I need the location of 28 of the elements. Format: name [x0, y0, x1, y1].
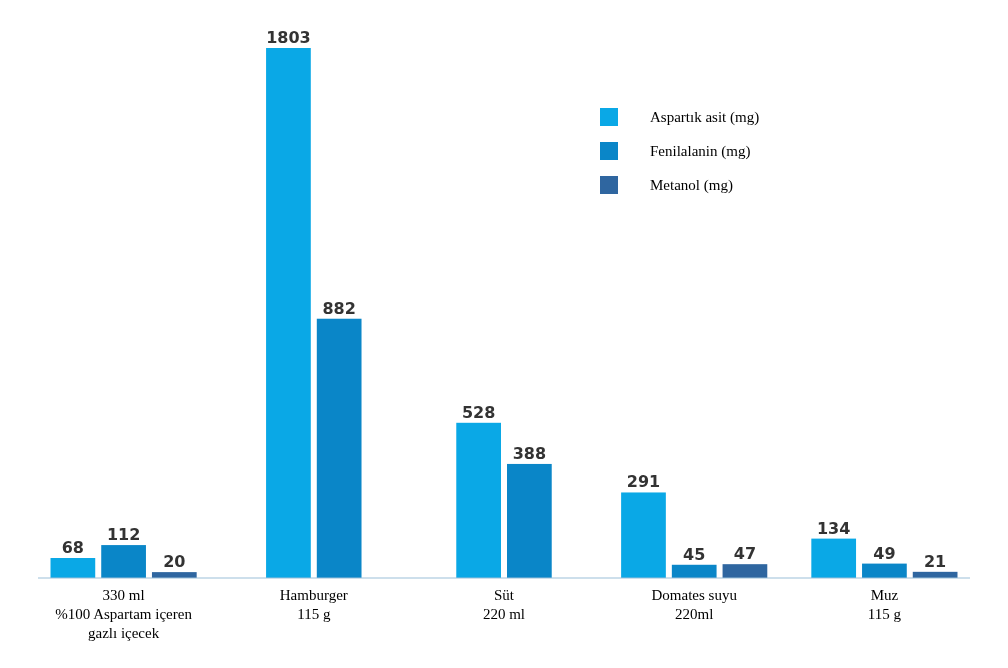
data-label: 134	[816, 518, 851, 538]
bar	[101, 545, 146, 578]
data-label: 528	[461, 402, 496, 422]
legend-label: Aspartık asit (mg)	[650, 109, 760, 126]
data-label: 47	[733, 544, 757, 564]
bar	[722, 564, 768, 578]
data-label: 68	[61, 538, 84, 558]
legend-label: Metanol (mg)	[650, 177, 733, 194]
data-label: 20	[163, 552, 186, 572]
x-tick-label: Süt 220 ml	[482, 587, 526, 622]
data-label: 291	[626, 472, 661, 492]
data-label: 45	[683, 544, 706, 564]
data-label: 21	[924, 551, 947, 571]
data-label: 49	[873, 543, 896, 563]
x-tick-label: Muz 115 g	[867, 587, 902, 622]
data-label: 1803	[266, 28, 311, 47]
data-label: 112	[106, 525, 141, 545]
bar	[671, 564, 717, 578]
bar	[862, 563, 907, 578]
data-label: 388	[512, 443, 547, 463]
legend-label: Fenilalanin (mg)	[650, 143, 751, 160]
x-tick-label: Hamburger 115 g	[279, 587, 348, 622]
bar	[811, 538, 857, 578]
bar	[621, 492, 666, 578]
bar	[50, 558, 96, 578]
x-tick-label: 330 ml %100 Aspartam içeren gazlı içecek	[55, 587, 193, 641]
x-tick-label: Domates suyu 220ml	[651, 587, 738, 622]
data-label: 882	[322, 298, 356, 318]
